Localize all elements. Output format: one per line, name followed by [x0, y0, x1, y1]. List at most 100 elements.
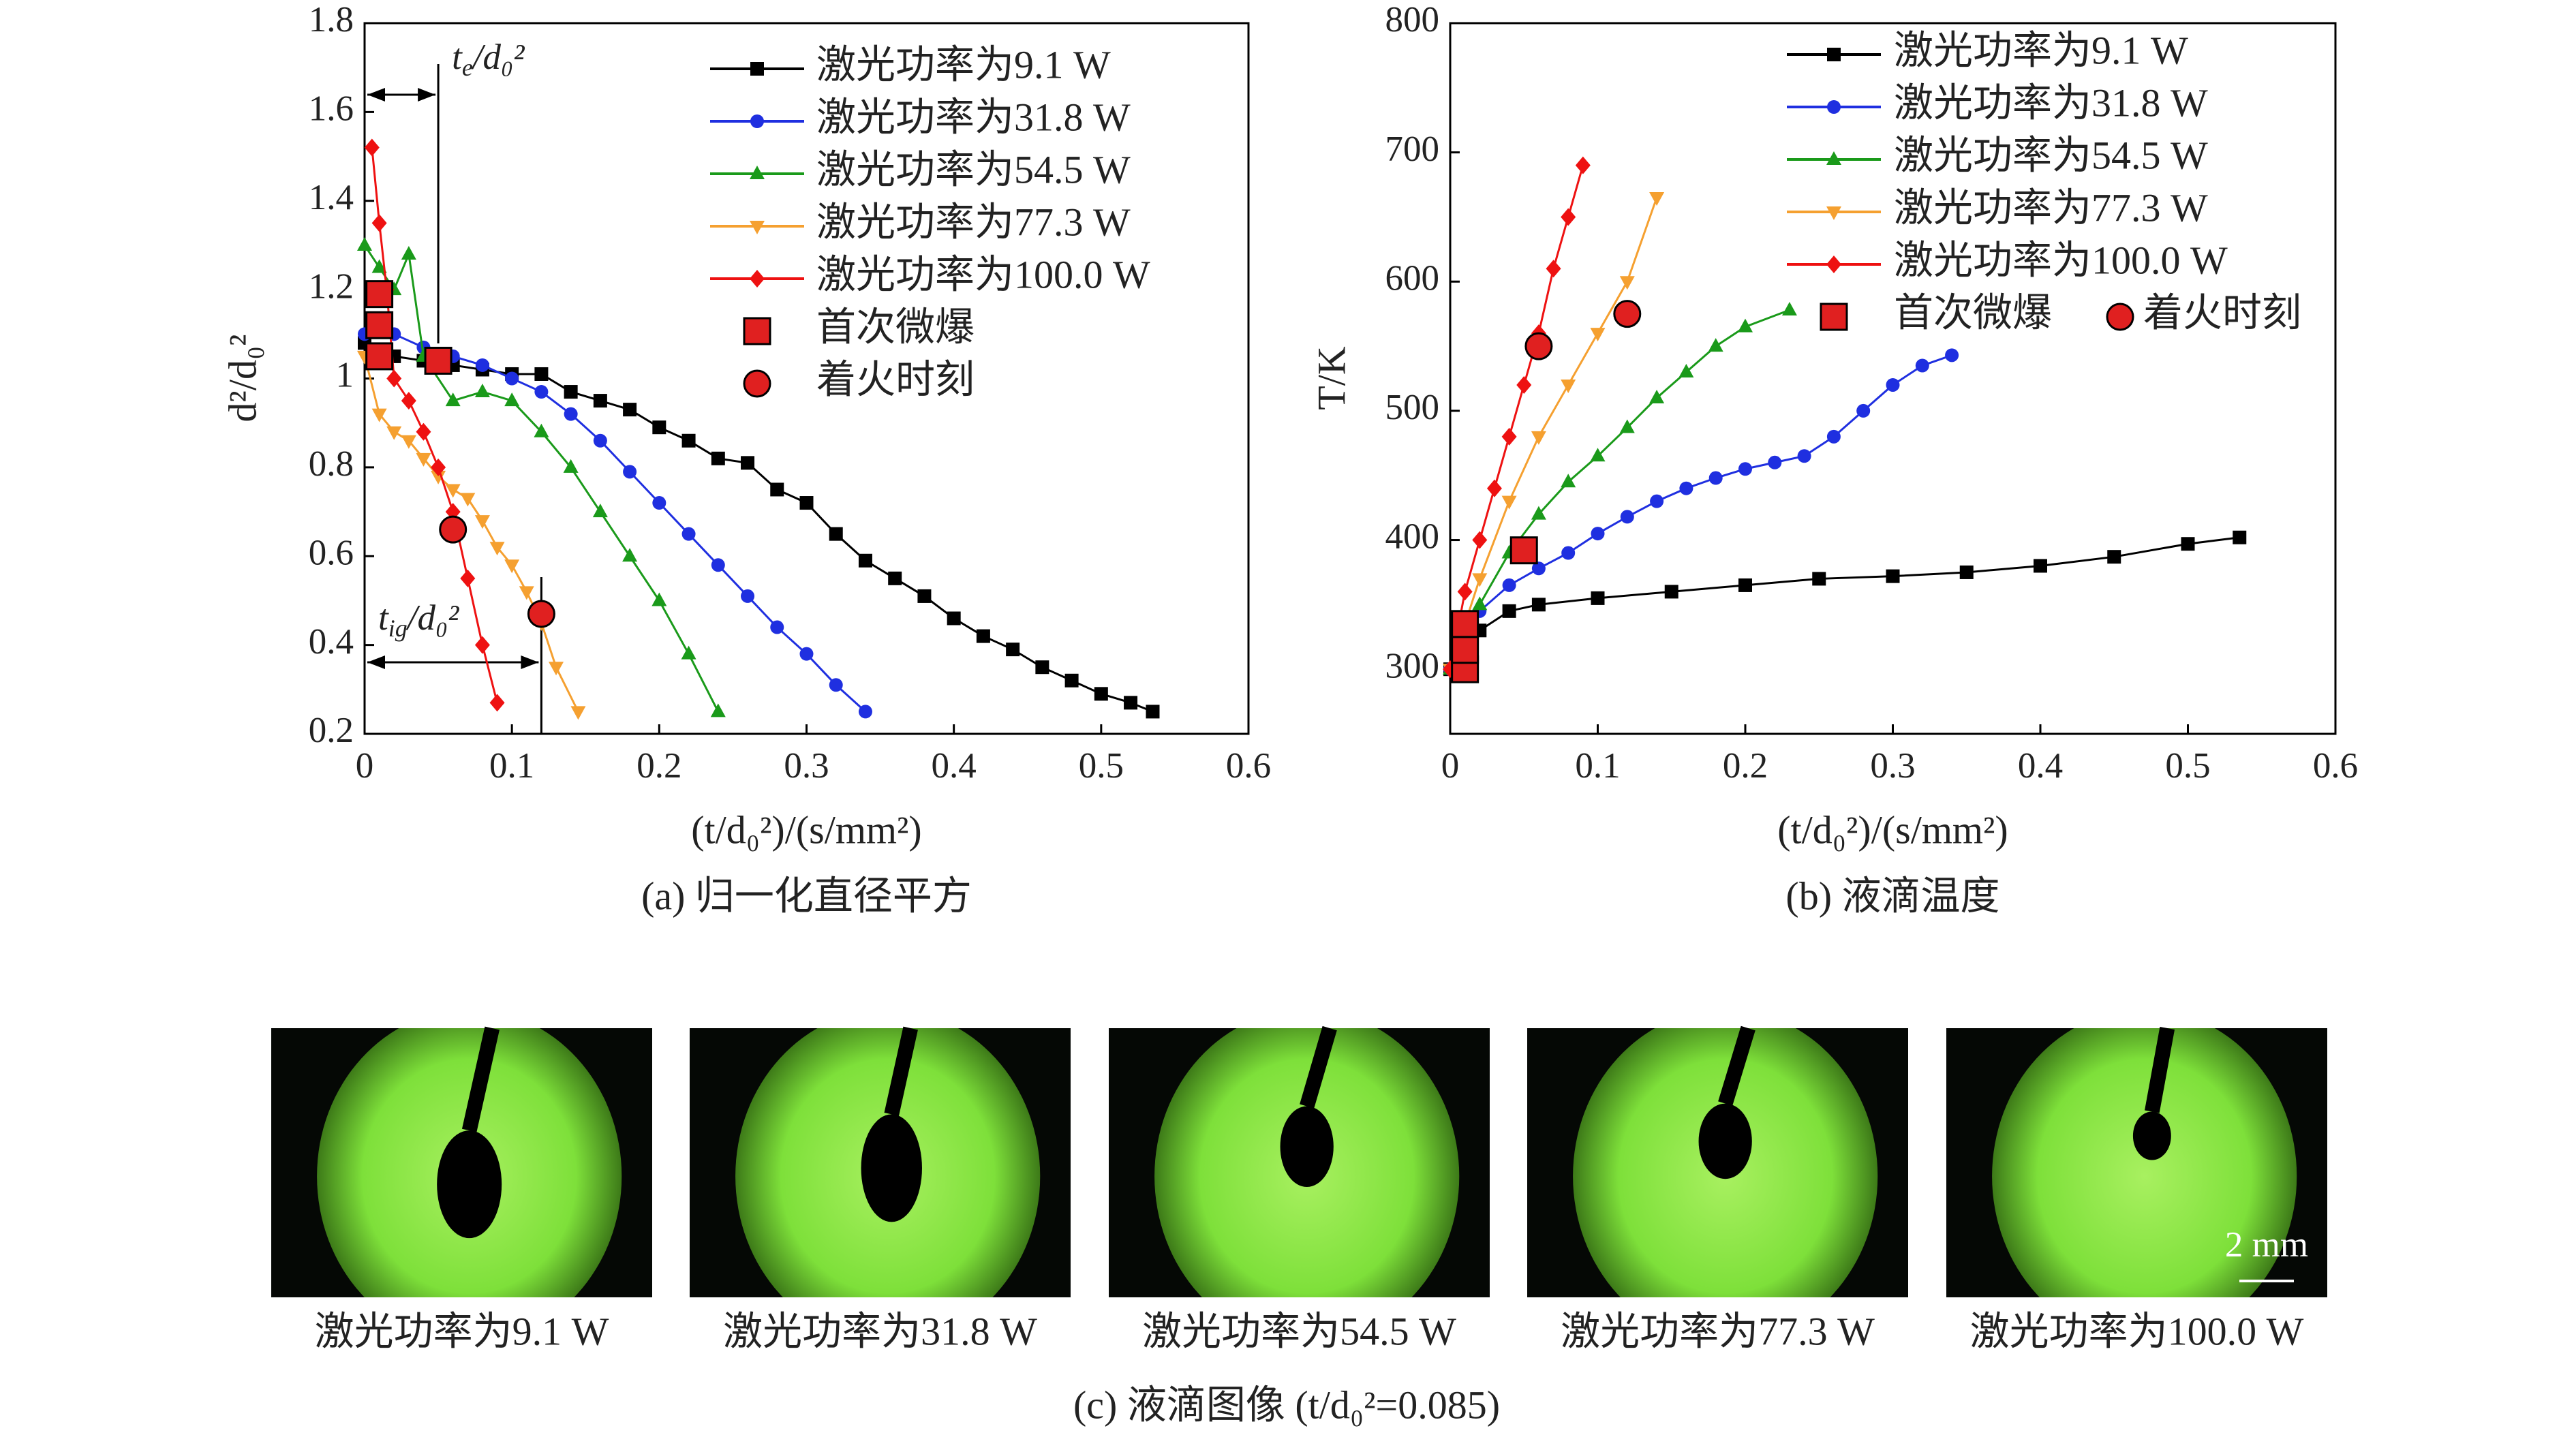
- y-tick-label: 1.4: [309, 178, 354, 217]
- marker: [505, 371, 519, 386]
- marker: [401, 435, 416, 449]
- marker: [519, 586, 534, 600]
- marker: [1886, 569, 1900, 583]
- marker: [2107, 550, 2121, 564]
- marker: [1546, 260, 1561, 278]
- marker: [1738, 578, 1752, 592]
- marker: [1561, 546, 1576, 560]
- marker: [622, 548, 638, 562]
- annotation-part: e: [462, 54, 473, 81]
- marker: [976, 629, 990, 643]
- x-tick-label: 0.6: [1226, 746, 1271, 786]
- y-tick-label: 0.8: [309, 444, 354, 484]
- marker: [1531, 598, 1546, 612]
- marker: [710, 703, 726, 717]
- marker: [445, 484, 461, 498]
- legend-marker: [750, 270, 765, 288]
- series-line: [365, 333, 866, 713]
- y-axis-title: T/K: [1309, 346, 1353, 410]
- marker: [564, 407, 578, 421]
- marker: [623, 403, 637, 417]
- marker: [1561, 208, 1576, 226]
- marker: [1486, 479, 1502, 497]
- series-line: [1449, 165, 1584, 670]
- marker: [799, 496, 814, 510]
- marker: [1738, 318, 1753, 333]
- marker: [534, 423, 549, 437]
- marker: [623, 465, 637, 479]
- marker: [1915, 358, 1929, 373]
- marker: [364, 138, 380, 157]
- photo-label: 激光功率为54.5 W: [1142, 1309, 1456, 1353]
- legend-label: 着火时刻: [816, 357, 975, 401]
- marker: [858, 553, 872, 568]
- legend-marker: [750, 62, 764, 76]
- photo-label: 激光功率为100.0 W: [1970, 1309, 2304, 1353]
- marker: [770, 482, 784, 497]
- legend-marker: [750, 166, 765, 179]
- marker: [534, 367, 549, 381]
- marker: [1649, 389, 1665, 403]
- marker: [1472, 596, 1488, 611]
- marker: [365, 311, 394, 339]
- marker: [711, 451, 725, 465]
- marker: [504, 559, 520, 574]
- x-tick-label: 0.2: [1723, 746, 1768, 786]
- needle: [1300, 1025, 1337, 1109]
- y-tick-label: 500: [1385, 388, 1440, 427]
- marker: [1035, 660, 1049, 675]
- marker: [1678, 364, 1694, 378]
- annotation-part: t: [452, 37, 463, 77]
- x-tick-label: 0: [1441, 746, 1460, 786]
- series-line: [1449, 309, 1790, 670]
- marker: [681, 645, 696, 660]
- marker: [563, 459, 579, 473]
- marker: [1620, 510, 1634, 524]
- marker: [1524, 332, 1553, 360]
- marker: [1664, 585, 1678, 599]
- marker: [1959, 565, 1974, 579]
- legend-label: 激光功率为77.3 W: [1894, 185, 2208, 230]
- marker: [1708, 471, 1723, 485]
- marker: [1738, 462, 1752, 476]
- x-tick-label: 0.5: [1079, 746, 1124, 786]
- needle: [461, 1026, 500, 1132]
- droplet-photo: [271, 1026, 652, 1297]
- marker: [829, 678, 843, 692]
- marker: [534, 385, 549, 399]
- needle: [1718, 1025, 1755, 1106]
- marker: [371, 214, 387, 232]
- droplet-photo: [1946, 1027, 2327, 1297]
- photo-label: 激光功率为31.8 W: [723, 1309, 1037, 1353]
- legend-label: 首次微爆: [1894, 290, 2052, 335]
- marker: [475, 358, 489, 372]
- marker: [593, 394, 607, 408]
- marker: [1561, 474, 1576, 488]
- legend-label: 激光功率为100.0 W: [1894, 238, 2228, 282]
- marker: [386, 369, 402, 388]
- marker: [489, 694, 505, 712]
- legend-label: 激光功率为9.1 W: [816, 42, 1111, 87]
- y-tick-label: 0.2: [309, 711, 354, 750]
- needle: [2145, 1027, 2175, 1113]
- legend-marker: [1820, 303, 1848, 331]
- annotation-part: t: [378, 598, 389, 638]
- marker: [1650, 494, 1664, 508]
- y-tick-label: 800: [1385, 0, 1440, 40]
- marker: [593, 433, 607, 448]
- legend-marker: [1827, 100, 1841, 114]
- marker: [371, 259, 387, 273]
- annotation: tig/d₀²: [378, 598, 459, 642]
- legend-marker: [2106, 303, 2134, 331]
- marker: [1457, 583, 1473, 601]
- x-tick-label: 0.1: [1575, 746, 1620, 786]
- y-tick-label: 1.2: [309, 266, 354, 306]
- legend-marker: [1826, 256, 1841, 273]
- marker: [1501, 427, 1517, 446]
- marker: [1575, 156, 1591, 174]
- marker: [741, 589, 755, 603]
- marker: [888, 571, 902, 585]
- annotation-part: /d₀²: [405, 598, 460, 638]
